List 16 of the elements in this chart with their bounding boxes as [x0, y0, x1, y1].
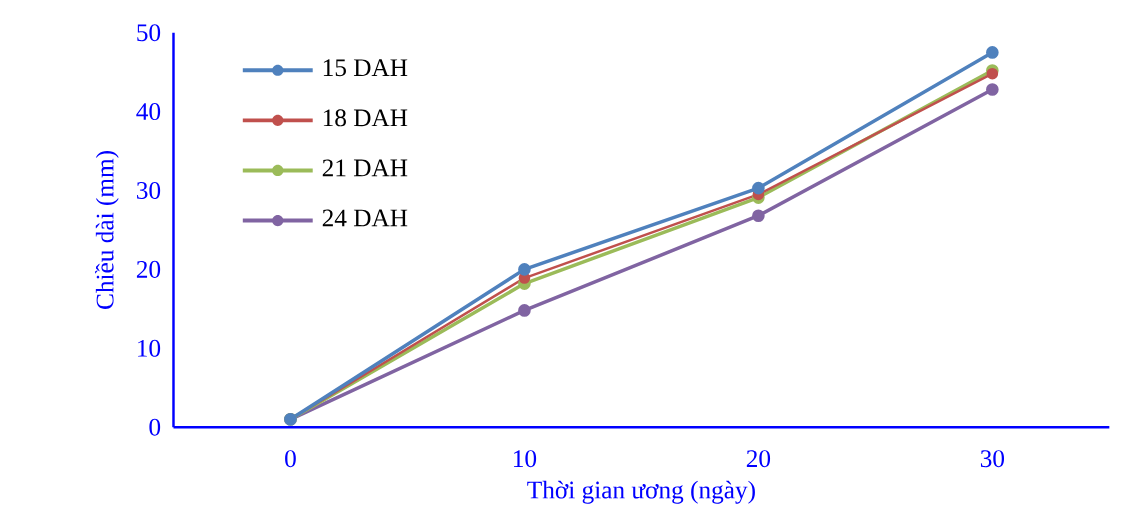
- x-tick-label: 20: [746, 450, 771, 468]
- y-tick-label: 30: [137, 182, 161, 200]
- y-tick-label: 20: [136, 260, 161, 278]
- y-axis-title: Chiều dài (mm): [95, 151, 119, 310]
- y-tick-label: 50: [137, 24, 161, 42]
- legend-label: 21 DAH: [322, 159, 408, 177]
- x-tick-label: 30: [980, 450, 1005, 468]
- x-axis-title: Thời gian ương (ngày): [527, 480, 755, 504]
- x-tick-label: 10: [514, 450, 537, 468]
- legend-label: 15 DAH: [323, 59, 408, 77]
- y-tick-label: 10: [138, 339, 161, 357]
- y-tick-label: 0: [149, 418, 161, 436]
- x-tick-label: 0: [285, 450, 296, 468]
- y-tick-label: 40: [136, 103, 161, 121]
- legend-label: 18 DAH: [323, 109, 408, 127]
- legend-label: 24 DAH: [322, 209, 408, 227]
